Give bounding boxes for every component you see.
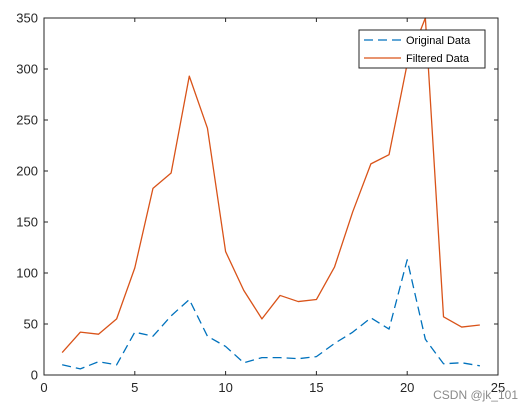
x-tick-label: 0 [40,380,47,395]
y-tick-label: 50 [24,317,38,332]
x-tick-label: 10 [218,380,232,395]
y-tick-label: 100 [16,266,38,281]
plot-area [44,18,498,375]
y-tick-label: 250 [16,113,38,128]
y-tick-label: 300 [16,62,38,77]
x-tick-label: 15 [309,380,323,395]
y-tick-label: 0 [31,368,38,383]
legend-label-filtered-data: Filtered Data [406,53,470,65]
x-tick-label: 5 [131,380,138,395]
y-tick-label: 150 [16,215,38,230]
x-axis-ticks: 0 5 10 15 20 25 [40,18,505,395]
x-tick-label: 20 [400,380,414,395]
series-line-original-data [62,259,480,370]
legend-box [358,29,486,69]
watermark: CSDN @jk_101 [433,388,518,402]
y-axis-ticks: 0 50 100 150 200 250 300 350 [16,11,498,383]
y-tick-label: 350 [16,11,38,26]
axes-box [43,17,499,376]
legend: Original Data Filtered Data [358,29,486,69]
y-tick-label: 200 [16,164,38,179]
x-tick-label: 25 [491,380,505,395]
legend-label-original-data: Original Data [406,35,471,47]
